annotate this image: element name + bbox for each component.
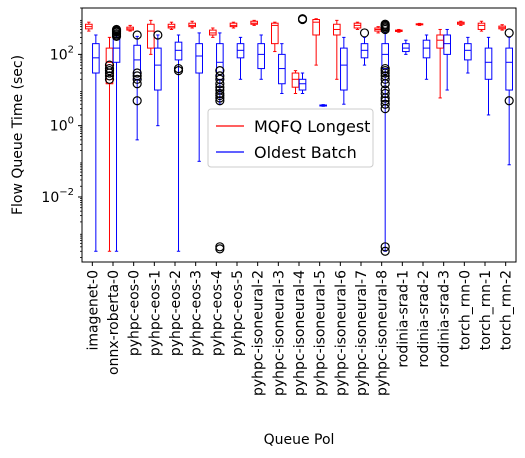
- box: [271, 22, 279, 45]
- x-tick-label: pyhpc-eos-2: [168, 270, 184, 356]
- outlier-point: [380, 242, 390, 252]
- x-axis-label: Queue Pol: [264, 432, 335, 448]
- box: [298, 78, 307, 91]
- outlier-point: [215, 242, 225, 252]
- outlier-point: [132, 68, 142, 78]
- outlier-point: [504, 96, 514, 106]
- legend: MQFQ Longest Oldest Batch: [207, 108, 374, 168]
- x-tick-label: torch_rnn-1: [478, 270, 494, 350]
- plot-marks: [85, 14, 514, 256]
- x-tick-label: pyhpc-eos-1: [147, 270, 163, 356]
- box: [112, 36, 121, 63]
- x-tick-label: pyhpc-eos-4: [209, 270, 225, 356]
- box: [312, 19, 320, 36]
- outlier-point: [380, 19, 390, 29]
- outlier-point: [104, 74, 115, 84]
- outlier-point: [380, 85, 390, 95]
- outlier-point: [173, 63, 184, 74]
- outlier-point: [153, 30, 163, 40]
- x-tick-label: pyhpc-isoneural-3: [271, 270, 287, 396]
- y-axis: 10−2 100 102: [41, 7, 82, 258]
- series-0: [85, 18, 506, 252]
- box: [195, 43, 203, 74]
- box: [436, 34, 444, 49]
- box: [174, 41, 183, 61]
- outlier-point: [132, 74, 142, 84]
- outlier-point: [380, 96, 390, 106]
- x-tick-label: torch_rnn-2: [499, 270, 515, 350]
- y-axis-label: Flow Queue Time (sec): [10, 55, 26, 215]
- box: [340, 47, 348, 91]
- box: [443, 34, 451, 55]
- x-tick-label: pyhpc-isoneural-8: [375, 270, 391, 396]
- box: [291, 72, 300, 88]
- outlier-point: [132, 71, 142, 81]
- box: [484, 47, 493, 80]
- x-tick-label: rodinia-srad-3: [437, 270, 453, 368]
- outlier-point: [380, 99, 390, 109]
- outlier-point: [380, 74, 390, 84]
- outlier-point: [380, 71, 390, 81]
- outlier-point: [215, 66, 225, 76]
- legend-label: MQFQ Longest: [254, 117, 370, 136]
- outlier-point: [215, 85, 225, 95]
- outlier-point: [359, 28, 370, 38]
- outlier-point: [111, 29, 122, 39]
- box: [147, 23, 155, 49]
- legend-label: Oldest Batch: [254, 143, 357, 162]
- x-tick-label: pyhpc-eos-0: [127, 270, 143, 356]
- outlier-point: [132, 30, 142, 40]
- outlier-point: [132, 96, 142, 106]
- outlier-point: [111, 31, 122, 41]
- outlier-point: [104, 60, 115, 70]
- x-tick-label: pyhpc-isoneural-7: [354, 270, 370, 396]
- series-1: [92, 14, 514, 256]
- box: [505, 47, 513, 91]
- x-tick-label: pyhpc-isoneural-4: [292, 270, 308, 396]
- y-tick-label: 10−2: [41, 187, 74, 206]
- outlier-point: [215, 74, 225, 84]
- outlier-point: [215, 71, 225, 81]
- outlier-point: [380, 88, 390, 99]
- outlier-point: [111, 24, 122, 35]
- box: [464, 43, 472, 61]
- x-tick-label: pyhpc-eos-5: [230, 270, 246, 356]
- outlier-point: [380, 63, 390, 74]
- outlier-point: [215, 96, 225, 106]
- legend-frame: [207, 108, 374, 168]
- box: [133, 44, 141, 80]
- box: [477, 22, 486, 30]
- x-tick-label: torch_rnn-0: [457, 270, 473, 350]
- x-tick-label: pyhpc-isoneural-6: [333, 270, 349, 396]
- box: [154, 47, 162, 91]
- outlier-point: [104, 63, 115, 74]
- x-tick-label: pyhpc-eos-3: [189, 270, 205, 356]
- y-tick-label: 100: [50, 116, 74, 135]
- box: [257, 43, 265, 70]
- x-tick-label: rodinia-srad-1: [395, 270, 411, 368]
- x-axis: imagenet-0 onnx-roberta-0 pyhpc-eos-0 pyhpc…: [85, 262, 515, 396]
- x-tick-label: pyhpc-isoneural-5: [313, 270, 329, 396]
- y-tick-label: 102: [50, 44, 74, 63]
- box: [167, 23, 176, 29]
- outlier-point: [380, 68, 390, 78]
- outlier-point: [104, 71, 115, 81]
- outlier-point: [380, 246, 390, 256]
- x-tick-label: pyhpc-isoneural-2: [251, 270, 267, 396]
- x-tick-label: onnx-roberta-0: [106, 270, 122, 375]
- outlier-point: [215, 88, 225, 99]
- outlier-point: [504, 28, 514, 38]
- x-tick-label: rodinia-srad-2: [416, 270, 432, 368]
- outlier-point: [297, 14, 308, 25]
- box: [422, 39, 431, 59]
- x-tick-label: imagenet-0: [85, 270, 101, 351]
